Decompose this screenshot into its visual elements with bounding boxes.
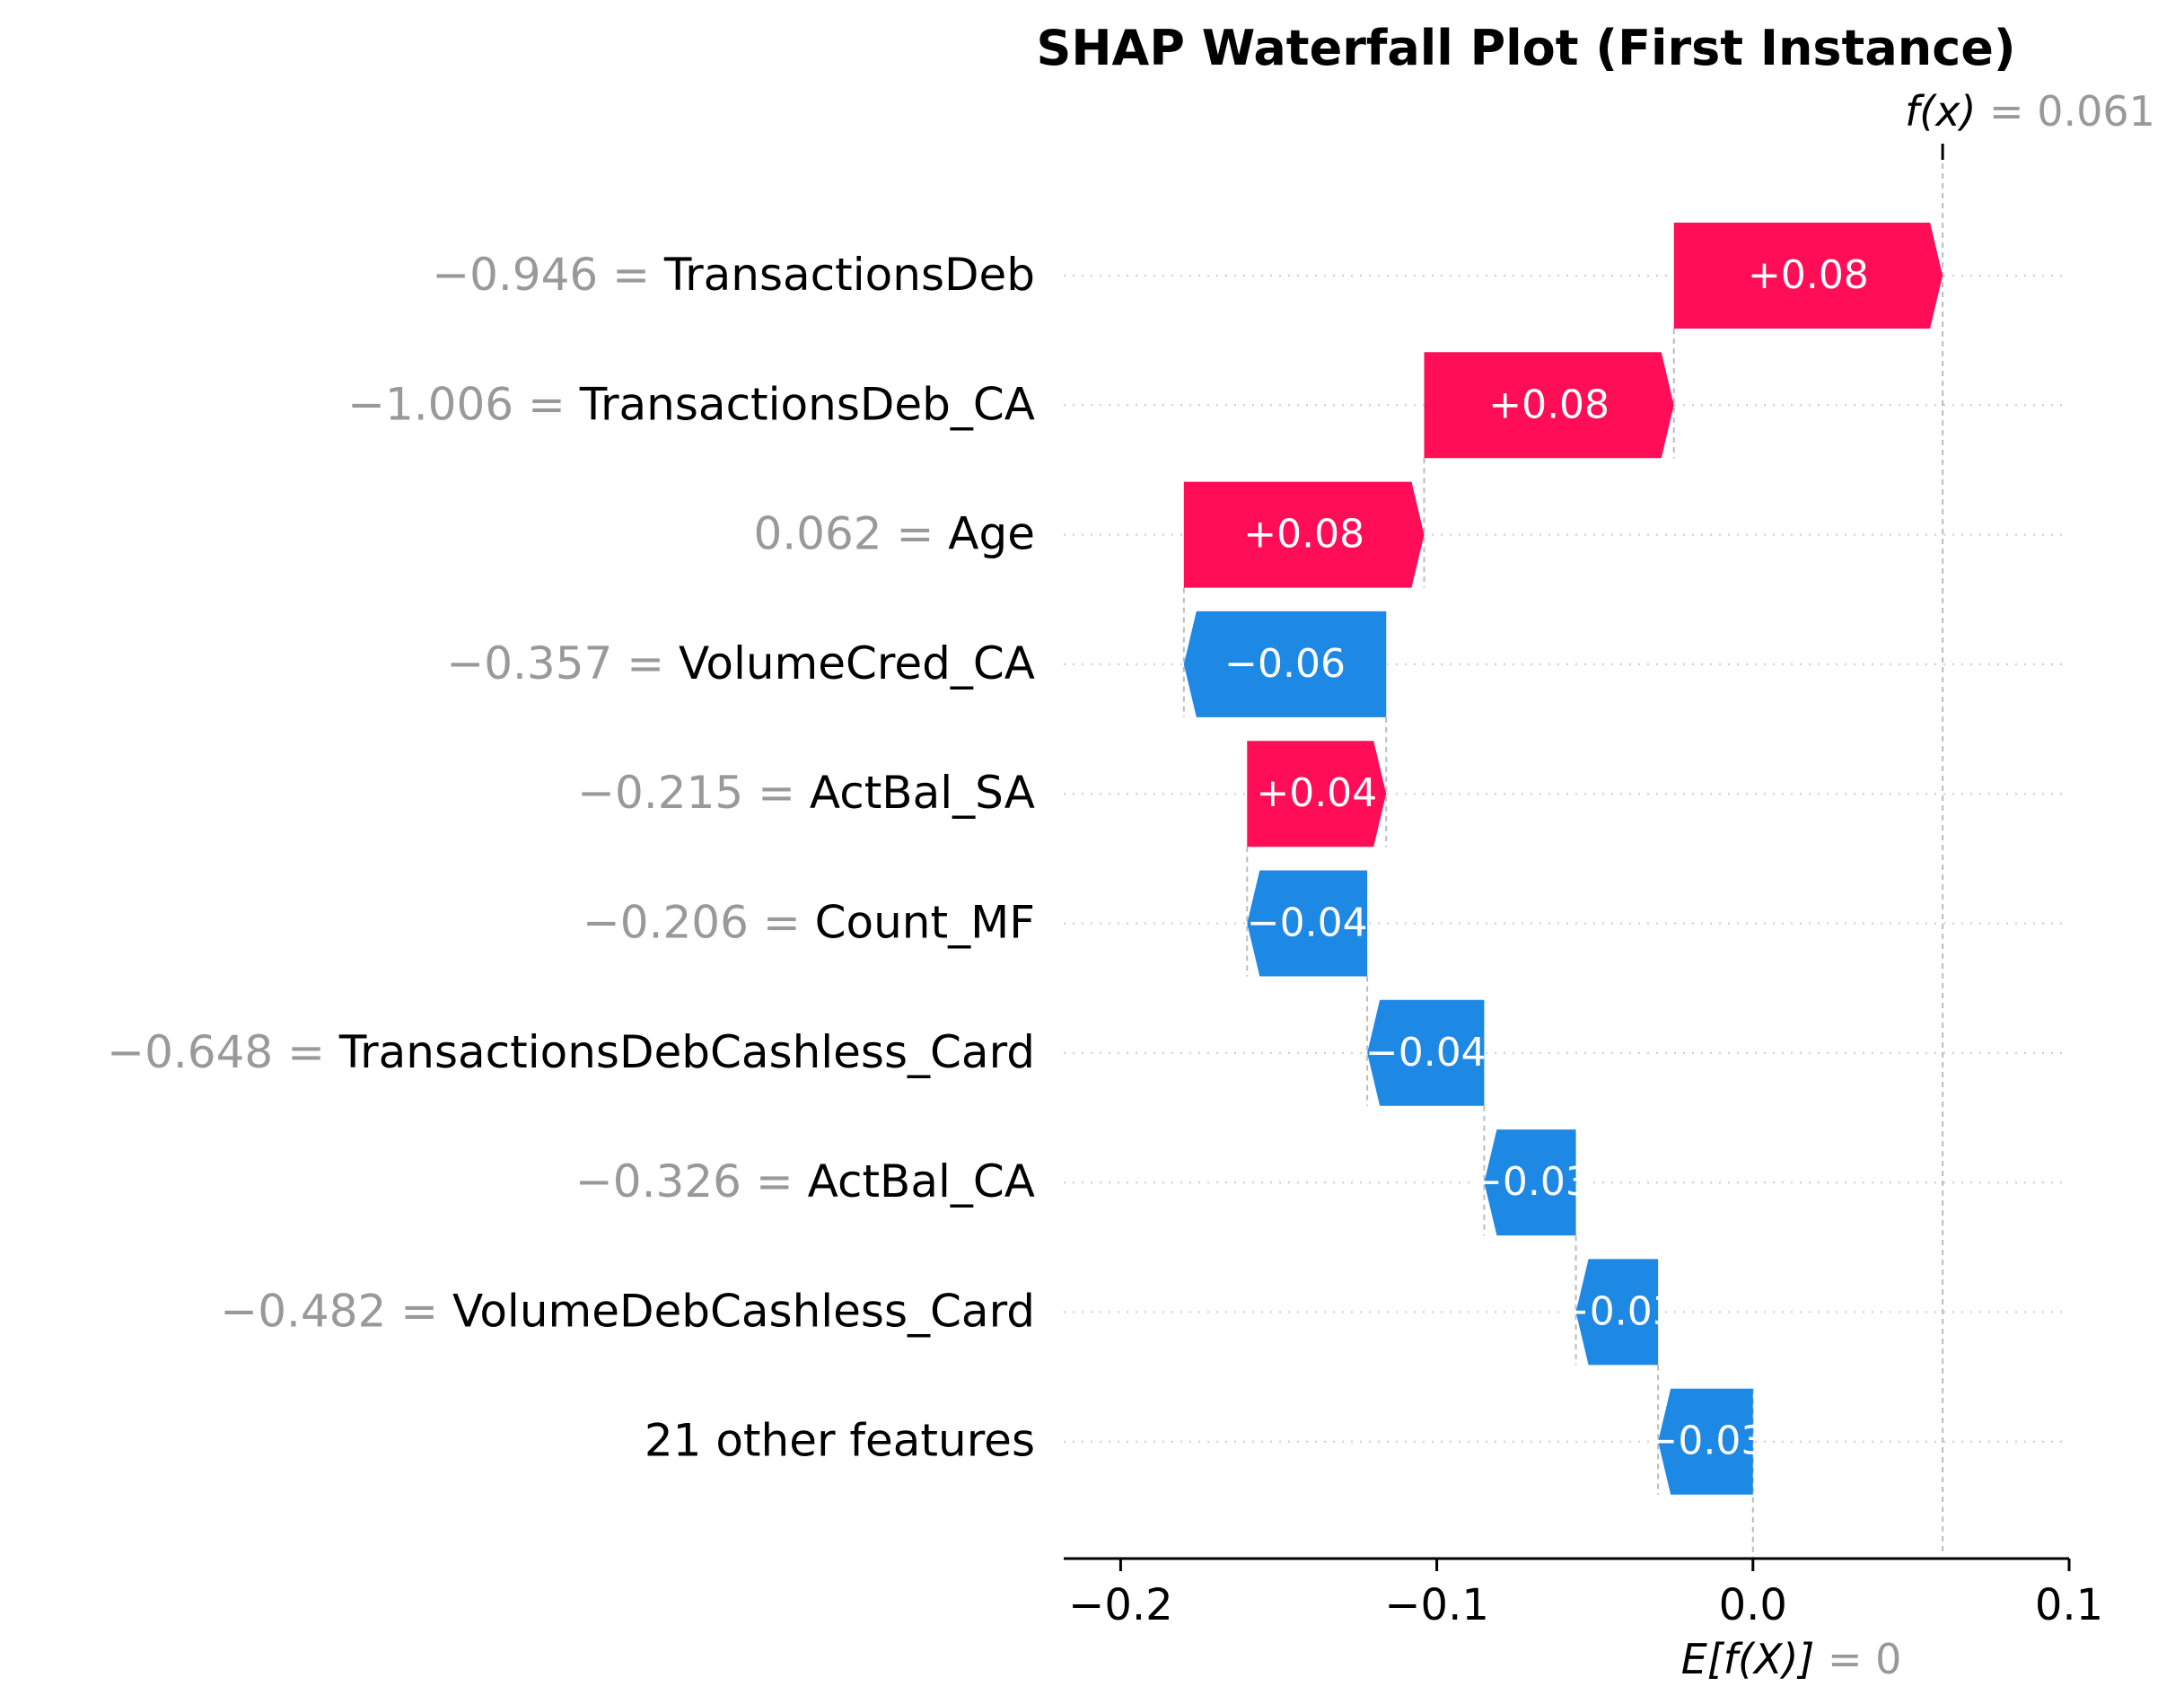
bar-value-label: −0.06 [1224, 641, 1346, 687]
waterfall-bar [1658, 1388, 1753, 1495]
waterfall-bar [1367, 999, 1485, 1106]
feature-label: −0.206 = Count_MF [583, 897, 1035, 949]
waterfall-bar [1247, 870, 1368, 977]
feature-label: −0.946 = TransactionsDeb [432, 249, 1035, 301]
feature-name: Count_MF [815, 897, 1035, 949]
bar-value-label: −0.03 [1557, 1288, 1678, 1334]
base-value-annotation: E[f(X)] = 0 [1681, 1635, 1902, 1683]
feature-label: −0.215 = ActBal_SA [577, 767, 1035, 819]
feature-label: −0.326 = ActBal_CA [575, 1155, 1035, 1208]
x-tick-label: 0.1 [2035, 1580, 2103, 1630]
bar-value-label: −0.03 [1469, 1159, 1591, 1205]
base-value-label: E[f(X)] [1681, 1635, 1815, 1683]
feature-value: −0.946 = [432, 249, 664, 301]
waterfall-bar [1673, 223, 1943, 329]
feature-name: TransactionsDebCashless_Card [338, 1026, 1035, 1078]
waterfall-bar [1183, 610, 1387, 717]
waterfall-bar [1424, 352, 1674, 459]
feature-label: −0.482 = VolumeDebCashless_Card [220, 1285, 1035, 1337]
feature-name: ActBal_CA [808, 1155, 1035, 1208]
waterfall-bar [1183, 481, 1425, 588]
feature-name: 21 other features [645, 1415, 1035, 1467]
bar-value-label: −0.04 [1247, 900, 1368, 946]
bar-value-label: +0.04 [1256, 770, 1377, 816]
bar-value-label: +0.08 [1488, 382, 1609, 427]
bar-value-label: −0.04 [1365, 1030, 1487, 1076]
bar-value-label: −0.03 [1645, 1419, 1767, 1464]
feature-name: Age [948, 508, 1035, 560]
feature-label: −0.357 = VolumeCred_CA [446, 637, 1035, 690]
base-value-number: = 0 [1814, 1635, 1901, 1683]
feature-name: VolumeCred_CA [679, 637, 1035, 690]
waterfall-bar [1575, 1259, 1659, 1366]
feature-label: −0.648 = TransactionsDebCashless_Card [107, 1026, 1035, 1078]
waterfall-bar [1484, 1129, 1576, 1236]
feature-value: −0.206 = [583, 897, 815, 949]
feature-value: −0.357 = [446, 637, 679, 690]
feature-name: ActBal_SA [810, 767, 1035, 819]
feature-name: TransactionsDeb_CA [579, 378, 1035, 430]
feature-value: −1.006 = [347, 378, 580, 430]
plot-layer: +0.08 −0.946 = TransactionsDeb +0.08 −1.006… [107, 87, 2155, 1683]
fx-label: f(x) [1905, 87, 1976, 136]
bar-value-label: +0.08 [1748, 252, 1869, 298]
feature-value: 0.062 = [753, 508, 948, 560]
feature-label: 21 other features [645, 1415, 1035, 1467]
x-tick-label: −0.2 [1068, 1580, 1173, 1630]
chart-title: SHAP Waterfall Plot (First Instance) [1036, 20, 2015, 76]
x-tick-label: −0.1 [1384, 1580, 1489, 1630]
feature-value: −0.648 = [107, 1026, 339, 1078]
bar-value-label: +0.08 [1243, 512, 1364, 558]
feature-name: TransactionsDeb [663, 249, 1035, 301]
x-tick-label: 0.0 [1719, 1580, 1787, 1630]
feature-value: −0.482 = [220, 1285, 452, 1337]
feature-label: −1.006 = TransactionsDeb_CA [347, 378, 1035, 430]
feature-value: −0.215 = [577, 767, 810, 819]
fx-annotation: f(x) = 0.061 [1905, 87, 2155, 136]
fx-number: = 0.061 [1976, 87, 2154, 136]
feature-value: −0.326 = [575, 1155, 808, 1208]
waterfall-bar [1247, 741, 1387, 848]
feature-label: 0.062 = Age [753, 508, 1035, 560]
feature-name: VolumeDebCashless_Card [452, 1285, 1035, 1337]
